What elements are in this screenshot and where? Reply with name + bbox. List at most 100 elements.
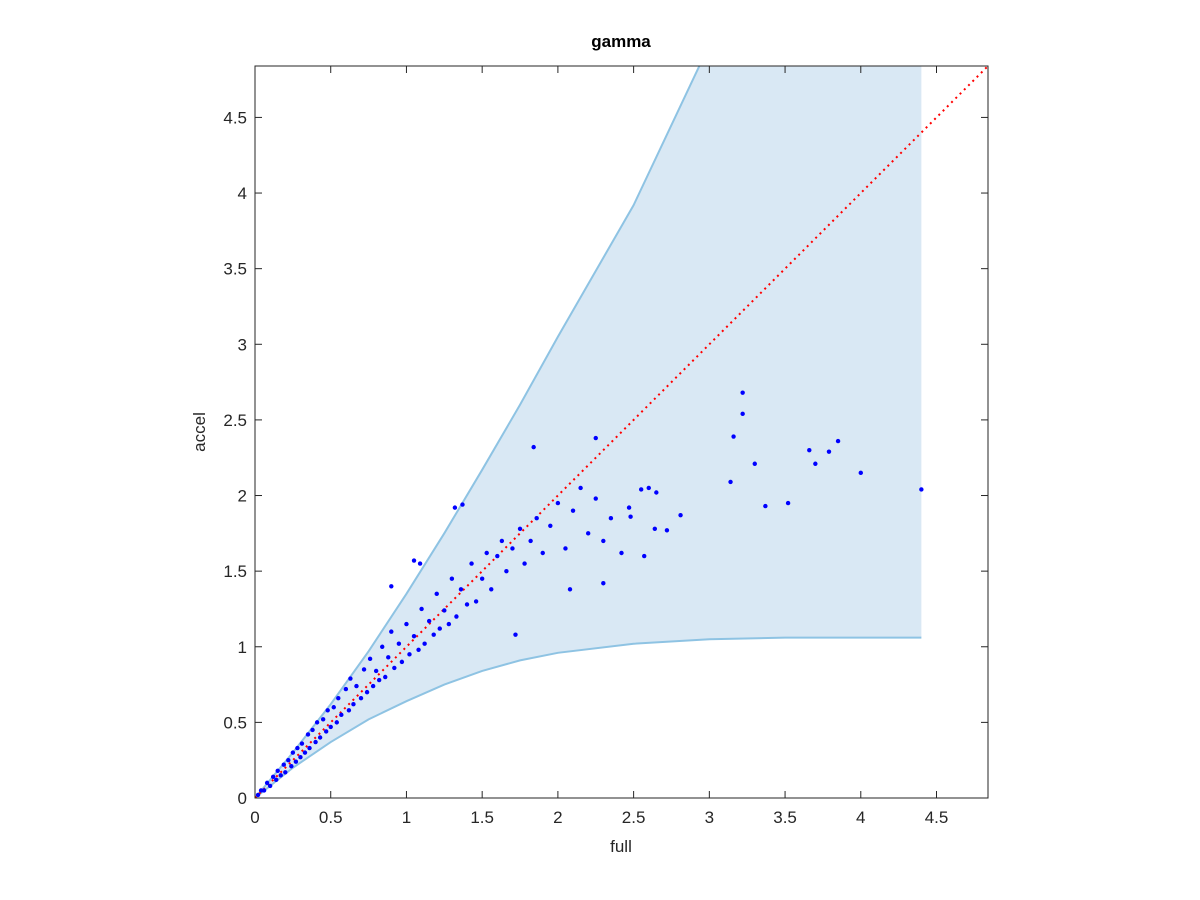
point [763, 503, 768, 509]
point [264, 780, 270, 786]
point [442, 608, 447, 613]
point [281, 762, 286, 767]
point [484, 550, 489, 556]
y-tick-label: 0 [238, 789, 247, 808]
point [437, 626, 442, 631]
point [601, 581, 606, 586]
point [540, 550, 545, 556]
point [785, 500, 791, 506]
point [473, 599, 479, 604]
x-tick-label: 2.5 [622, 808, 646, 827]
point [499, 538, 505, 544]
point [642, 553, 647, 559]
point [348, 676, 353, 681]
point [578, 485, 583, 491]
point [373, 668, 379, 674]
point [464, 602, 470, 607]
x-tick-label: 4.5 [925, 808, 949, 827]
chart-title: gamma [591, 32, 651, 51]
y-tick-label: 1.5 [223, 562, 247, 581]
point [807, 447, 812, 453]
point [728, 479, 733, 485]
point [310, 727, 315, 733]
point [313, 739, 318, 745]
point [270, 774, 276, 780]
point [858, 470, 863, 476]
point [555, 500, 561, 506]
point [328, 724, 333, 730]
point [364, 689, 370, 695]
point [434, 591, 439, 597]
point [255, 792, 261, 798]
point [452, 505, 458, 510]
point [334, 720, 339, 725]
x-tick-label: 2 [553, 808, 562, 827]
point [563, 546, 568, 551]
point [664, 528, 670, 533]
point [654, 490, 659, 495]
band-fill [255, 66, 922, 798]
point [399, 659, 405, 665]
axes-box [254, 65, 989, 799]
y-tick-label: 4 [238, 184, 247, 203]
point [567, 587, 573, 592]
point [454, 614, 459, 619]
point [608, 516, 614, 521]
point [593, 435, 598, 441]
point [513, 632, 518, 637]
point [305, 732, 311, 737]
point [343, 686, 349, 692]
point [601, 538, 606, 544]
point [479, 576, 485, 581]
point [258, 788, 264, 793]
point [416, 647, 421, 652]
point [290, 750, 296, 755]
point [302, 750, 308, 755]
point [510, 546, 515, 551]
x-tick-label: 3.5 [773, 808, 797, 827]
point [367, 656, 373, 662]
point [331, 705, 336, 710]
point [638, 487, 644, 492]
point [317, 735, 323, 740]
plot-area [255, 66, 988, 798]
point [314, 720, 320, 725]
point [320, 717, 326, 722]
point [652, 526, 658, 531]
point [522, 561, 527, 566]
point [489, 587, 494, 592]
point [346, 708, 352, 713]
point [275, 768, 280, 773]
point [336, 695, 341, 701]
point [740, 390, 745, 395]
band-upper-edge [255, 66, 701, 798]
point [376, 677, 382, 683]
point [361, 667, 367, 672]
point [469, 561, 474, 566]
y-axis-label: accel [190, 412, 209, 452]
point [628, 514, 633, 519]
point [261, 788, 267, 793]
point [752, 461, 757, 466]
point [358, 695, 364, 701]
point [626, 505, 632, 510]
point [458, 587, 464, 592]
point [386, 655, 391, 660]
point [351, 702, 356, 707]
point [299, 741, 305, 746]
point [460, 502, 465, 507]
point [426, 618, 432, 624]
point [383, 674, 388, 680]
y-tick-label: 1 [238, 638, 247, 657]
point [370, 683, 376, 689]
point [289, 764, 294, 769]
point [419, 606, 424, 612]
point [619, 550, 624, 556]
x-tick-label: 0 [250, 808, 259, 827]
point [323, 729, 329, 734]
point [389, 584, 394, 589]
point [495, 553, 500, 559]
point [354, 683, 359, 689]
point [517, 526, 523, 531]
